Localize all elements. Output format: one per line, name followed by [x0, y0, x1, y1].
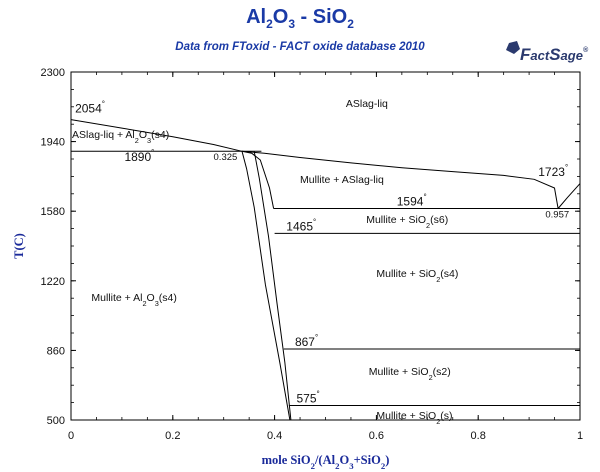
- region-label: Mullite + SiO2(s2): [369, 366, 451, 382]
- temperature-annotation: 0.957: [545, 209, 569, 220]
- y-axis-label: T(C): [12, 233, 26, 259]
- temperature-annotation: 575°: [296, 390, 319, 406]
- y-tick-label: 860: [47, 345, 65, 357]
- boundary-liquidus-mullite: [241, 150, 559, 209]
- region-label: Mullite + SiO2(s4): [376, 268, 458, 284]
- factsage-logo: FactSage®: [506, 41, 589, 64]
- temperature-annotation: 1594°: [397, 192, 427, 208]
- x-tick-label: 0.2: [165, 430, 180, 442]
- diagram-title: Al2O3 - SiO2: [246, 6, 354, 31]
- region-label: Mullite + SiO2(s): [376, 410, 452, 426]
- boundary-liquidus-al2o3: [70, 119, 243, 152]
- x-tick-label: 0: [68, 430, 74, 442]
- temperature-annotation: 1723°: [538, 163, 568, 179]
- temperature-annotation: 2054°: [75, 100, 105, 116]
- x-tick-label: 0.6: [369, 430, 384, 442]
- boundary-liquidus-sio2: [557, 183, 581, 209]
- x-tick-label: 0.4: [267, 430, 282, 442]
- y-tick-label: 1940: [41, 137, 65, 149]
- region-label: ASlag-liq: [346, 98, 388, 110]
- logo-text: FactSage®: [520, 45, 589, 64]
- diagram-subtitle: Data from FToxid - FACT oxide database 2…: [175, 41, 425, 53]
- region-label: Mullite + ASlag-liq: [300, 174, 384, 186]
- region-label: Mullite + SiO2(s6): [366, 214, 448, 230]
- boundary-mullite-right: [253, 151, 292, 421]
- region-label: Mullite + Al2O3(s4): [91, 292, 177, 308]
- temperature-annotation: 1890°: [124, 148, 154, 164]
- x-tick-label: 0.8: [471, 430, 486, 442]
- boundary-mullite-peritectic: [241, 150, 275, 209]
- x-axis-label: mole SiO2/(Al2O3+SiO2): [262, 453, 390, 471]
- plot-frame: [70, 71, 581, 421]
- x-tick-label: 1: [577, 430, 583, 442]
- logo-mark-icon: [506, 41, 520, 54]
- temperature-annotation: 867°: [295, 333, 318, 349]
- y-tick-label: 1580: [41, 206, 65, 218]
- temperature-annotation: 1465°: [286, 218, 316, 234]
- y-tick-label: 2300: [41, 67, 65, 79]
- boundary-mullite-left: [241, 151, 291, 421]
- y-tick-label: 500: [47, 415, 65, 427]
- temperature-annotation: 0.325: [214, 152, 238, 163]
- region-label: ASlag-liq + Al2O3(s4): [72, 129, 169, 145]
- y-tick-label: 1220: [41, 276, 65, 288]
